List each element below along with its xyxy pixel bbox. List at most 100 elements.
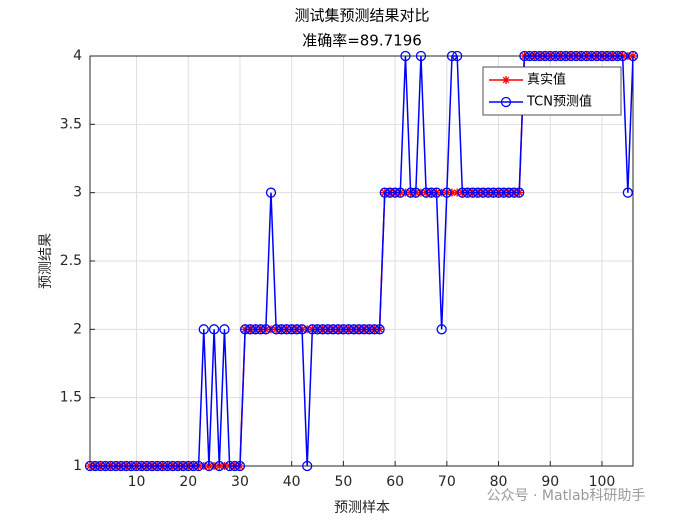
data-point bbox=[167, 460, 178, 472]
data-point bbox=[560, 50, 571, 62]
y-tick-label: 3 bbox=[73, 185, 82, 201]
data-point bbox=[100, 460, 111, 472]
data-point bbox=[550, 50, 561, 62]
x-axis-label: 预测样本 bbox=[334, 500, 390, 516]
data-point bbox=[545, 50, 556, 62]
watermark: 公众号 · Matlab科研助手 bbox=[487, 488, 646, 504]
data-point bbox=[302, 460, 313, 472]
data-point bbox=[529, 50, 540, 62]
data-point bbox=[503, 187, 515, 198]
data-point bbox=[612, 50, 623, 62]
x-tick-label: 50 bbox=[334, 474, 352, 490]
series bbox=[84, 50, 639, 472]
x-tick-label: 100 bbox=[589, 474, 616, 490]
data-point bbox=[467, 187, 478, 198]
data-point bbox=[453, 188, 462, 197]
data-point bbox=[622, 187, 633, 198]
data-point bbox=[210, 462, 219, 470]
legend-marker bbox=[500, 96, 512, 108]
data-point bbox=[416, 188, 425, 197]
data-point bbox=[591, 50, 602, 62]
legend-marker bbox=[502, 76, 510, 84]
data-point bbox=[401, 188, 410, 197]
data-point bbox=[353, 324, 365, 335]
x-tick-label: 90 bbox=[541, 474, 559, 490]
data-point bbox=[446, 50, 458, 62]
data-point bbox=[303, 325, 312, 334]
data-point bbox=[188, 460, 199, 472]
data-point bbox=[276, 324, 287, 335]
y-tick-label: 4 bbox=[73, 48, 82, 64]
x-tick-label: 70 bbox=[438, 474, 456, 490]
y-tick-label: 2 bbox=[73, 321, 82, 337]
y-tick-label: 2.5 bbox=[60, 253, 82, 269]
data-point bbox=[245, 324, 256, 335]
data-point bbox=[452, 50, 463, 62]
data-point bbox=[234, 460, 246, 472]
data-point bbox=[374, 324, 385, 335]
data-point bbox=[379, 187, 390, 198]
data-point bbox=[384, 187, 396, 198]
data-point bbox=[286, 324, 297, 335]
data-point bbox=[448, 188, 456, 197]
chart-subtitle: 准确率=89.7196 bbox=[302, 32, 422, 50]
data-point bbox=[115, 460, 127, 472]
data-point bbox=[267, 325, 275, 334]
data-point bbox=[431, 187, 442, 198]
data-point bbox=[296, 324, 308, 335]
data-point bbox=[229, 460, 240, 472]
data-point bbox=[420, 187, 432, 198]
data-point bbox=[436, 324, 447, 335]
data-point bbox=[255, 324, 266, 335]
y-tick-label: 1 bbox=[73, 458, 82, 474]
data-point bbox=[281, 324, 292, 335]
data-point bbox=[488, 187, 499, 198]
x-tick-label: 30 bbox=[231, 474, 249, 490]
legend-label: TCN预测值 bbox=[526, 94, 592, 110]
data-point bbox=[291, 324, 303, 335]
data-point bbox=[203, 460, 215, 472]
data-point bbox=[596, 50, 608, 62]
series-line bbox=[90, 55, 634, 467]
data-point bbox=[477, 187, 489, 198]
data-point bbox=[307, 324, 318, 335]
data-point bbox=[534, 50, 546, 62]
data-point bbox=[607, 50, 618, 62]
data-point bbox=[410, 187, 421, 198]
data-point bbox=[400, 50, 411, 62]
data-point bbox=[565, 50, 577, 62]
data-point bbox=[208, 324, 220, 335]
data-point bbox=[623, 52, 632, 60]
data-point bbox=[472, 187, 484, 198]
data-point bbox=[183, 460, 194, 472]
data-point bbox=[333, 324, 344, 335]
data-point bbox=[214, 460, 225, 472]
y-tick-label: 3.5 bbox=[60, 116, 82, 132]
data-point bbox=[395, 187, 406, 198]
data-point bbox=[581, 50, 592, 62]
data-point bbox=[199, 462, 208, 470]
data-point bbox=[193, 460, 204, 472]
data-point bbox=[327, 324, 339, 335]
data-point bbox=[415, 50, 427, 62]
data-point bbox=[627, 50, 639, 62]
data-point bbox=[317, 324, 328, 335]
data-point bbox=[110, 460, 122, 472]
data-point bbox=[555, 50, 566, 62]
data-point bbox=[457, 187, 468, 198]
data-point bbox=[493, 187, 504, 198]
data-point bbox=[389, 187, 401, 198]
data-point bbox=[90, 460, 101, 472]
data-point bbox=[514, 187, 525, 198]
data-point bbox=[426, 187, 437, 198]
data-point bbox=[220, 462, 229, 470]
data-point bbox=[312, 324, 323, 335]
data-point bbox=[539, 50, 551, 62]
data-point bbox=[141, 460, 153, 472]
data-point bbox=[198, 324, 209, 335]
chart-title: 测试集预测结果对比 bbox=[294, 7, 429, 25]
data-point bbox=[172, 460, 184, 472]
data-point bbox=[576, 50, 587, 62]
data-point bbox=[95, 460, 106, 472]
data-point bbox=[519, 50, 530, 62]
